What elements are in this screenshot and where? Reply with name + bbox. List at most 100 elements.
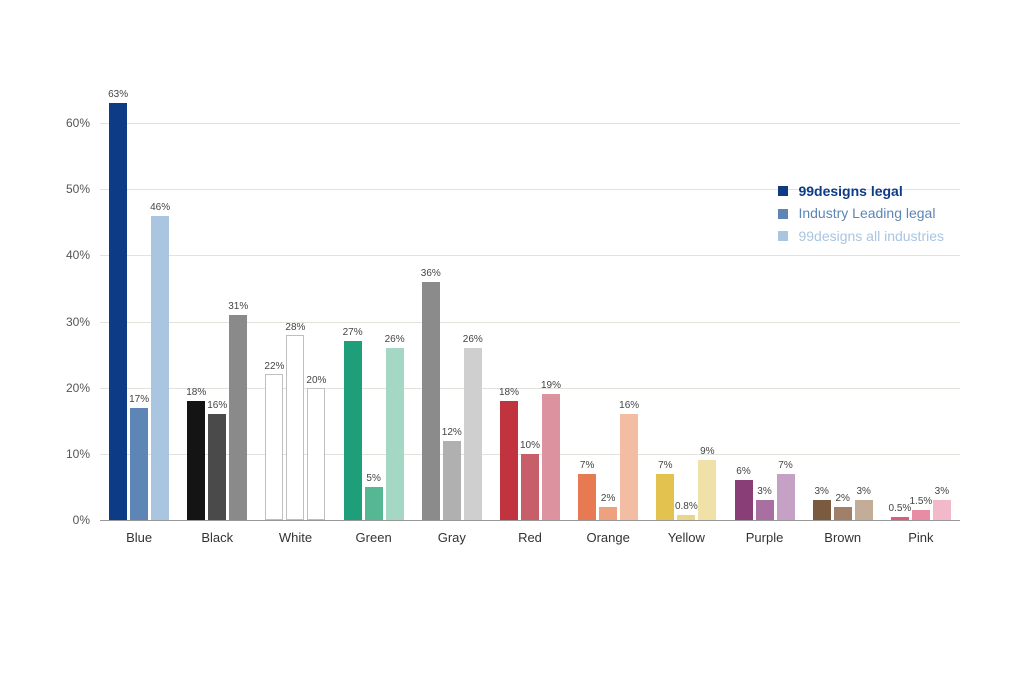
bar-value-label: 2% <box>601 493 615 504</box>
bar-group-bars: 0.5%1.5%3% <box>882 90 960 520</box>
bar: 3% <box>756 500 774 520</box>
bar: 3% <box>813 500 831 520</box>
bar-group: 7%0.8%9%Yellow <box>647 90 725 520</box>
bar-group-bars: 3%2%3% <box>804 90 882 520</box>
bar-value-label: 63% <box>108 89 128 100</box>
bar-value-label: 5% <box>366 473 380 484</box>
y-tick-label: 20% <box>66 381 90 395</box>
legend-swatch <box>778 231 788 241</box>
bar: 16% <box>208 414 226 520</box>
bar: 36% <box>422 282 440 520</box>
bar-value-label: 7% <box>580 460 594 471</box>
bar-group: 18%10%19%Red <box>491 90 569 520</box>
legend-label: Industry Leading legal <box>798 202 935 224</box>
bar: 9% <box>698 460 716 520</box>
bar-group: 22%28%20%White <box>256 90 334 520</box>
bar: 0.5% <box>891 517 909 520</box>
bar-value-label: 26% <box>463 334 483 345</box>
bar: 2% <box>834 507 852 520</box>
bar: 16% <box>620 414 638 520</box>
category-label: Brown <box>804 530 882 545</box>
bar: 22% <box>265 374 283 520</box>
plot-area: 0%10%20%30%40%50%60%63%17%46%Blue18%16%3… <box>100 90 960 521</box>
bar: 6% <box>735 480 753 520</box>
legend-item: Industry Leading legal <box>778 202 944 224</box>
bar-value-label: 46% <box>150 202 170 213</box>
legend-item: 99designs legal <box>778 180 944 202</box>
bar-value-label: 1.5% <box>909 496 932 507</box>
bar-value-label: 9% <box>700 446 714 457</box>
y-tick-label: 10% <box>66 447 90 461</box>
bar-value-label: 12% <box>442 427 462 438</box>
bar: 18% <box>500 401 518 520</box>
legend-label: 99designs all industries <box>798 225 944 247</box>
bar-group-bars: 7%0.8%9% <box>647 90 725 520</box>
bar-group: 18%16%31%Black <box>178 90 256 520</box>
category-label: Blue <box>100 530 178 545</box>
bar: 7% <box>777 474 795 520</box>
bar: 46% <box>151 216 169 520</box>
bar-group: 6%3%7%Purple <box>725 90 803 520</box>
bar-value-label: 7% <box>778 460 792 471</box>
bar-value-label: 3% <box>814 486 828 497</box>
bar-value-label: 27% <box>343 327 363 338</box>
bar-group-bars: 63%17%46% <box>100 90 178 520</box>
bar: 28% <box>286 335 304 520</box>
bar-group-bars: 18%10%19% <box>491 90 569 520</box>
bar-group: 3%2%3%Brown <box>804 90 882 520</box>
bar: 10% <box>521 454 539 520</box>
bar: 19% <box>542 394 560 520</box>
bar-value-label: 2% <box>835 493 849 504</box>
bar-group-bars: 22%28%20% <box>256 90 334 520</box>
bar: 26% <box>386 348 404 520</box>
bar: 63% <box>109 103 127 520</box>
chart-container: 0%10%20%30%40%50%60%63%17%46%Blue18%16%3… <box>50 90 974 570</box>
bar-value-label: 0.8% <box>675 501 698 512</box>
bar: 31% <box>229 315 247 520</box>
bar-value-label: 16% <box>207 400 227 411</box>
category-label: Gray <box>413 530 491 545</box>
legend-item: 99designs all industries <box>778 225 944 247</box>
legend-swatch <box>778 209 788 219</box>
category-label: White <box>256 530 334 545</box>
bar: 7% <box>578 474 596 520</box>
category-label: Green <box>335 530 413 545</box>
y-tick-label: 50% <box>66 182 90 196</box>
bar-value-label: 6% <box>736 466 750 477</box>
bar: 18% <box>187 401 205 520</box>
bar-value-label: 28% <box>285 322 305 333</box>
bar-group-bars: 7% 2% 16% <box>569 90 647 520</box>
bar: 3% <box>933 500 951 520</box>
bar: 3% <box>855 500 873 520</box>
bar-group-bars: 36%12%26% <box>413 90 491 520</box>
bar-group: 36%12%26%Gray <box>413 90 491 520</box>
category-label: Pink <box>882 530 960 545</box>
bar-value-label: 3% <box>856 486 870 497</box>
bar-value-label: 26% <box>385 334 405 345</box>
bar: 5% <box>365 487 383 520</box>
legend: 99designs legalIndustry Leading legal99d… <box>778 180 944 247</box>
bar: 0.8% <box>677 515 695 520</box>
bar-value-label: 17% <box>129 394 149 405</box>
category-label: Orange <box>569 530 647 545</box>
y-tick-label: 60% <box>66 116 90 130</box>
bar-value-label: 31% <box>228 301 248 312</box>
bar-value-label: 36% <box>421 268 441 279</box>
bar-value-label: 18% <box>499 387 519 398</box>
bar: 7% <box>656 474 674 520</box>
bar-value-label: 3% <box>757 486 771 497</box>
bar-value-label: 0.5% <box>888 503 911 514</box>
bar: 26% <box>464 348 482 520</box>
bar-group-bars: 18%16%31% <box>178 90 256 520</box>
bar: 27% <box>344 341 362 520</box>
category-label: Yellow <box>647 530 725 545</box>
bar-group: 7%2%16%Orange <box>569 90 647 520</box>
category-label: Black <box>178 530 256 545</box>
bar: 20% <box>307 388 325 520</box>
bar-value-label: 3% <box>935 486 949 497</box>
bar-value-label: 19% <box>541 380 561 391</box>
bar: 1.5% <box>912 510 930 520</box>
bar-value-label: 22% <box>264 361 284 372</box>
bar-value-label: 18% <box>186 387 206 398</box>
bar-group: 63%17%46%Blue <box>100 90 178 520</box>
